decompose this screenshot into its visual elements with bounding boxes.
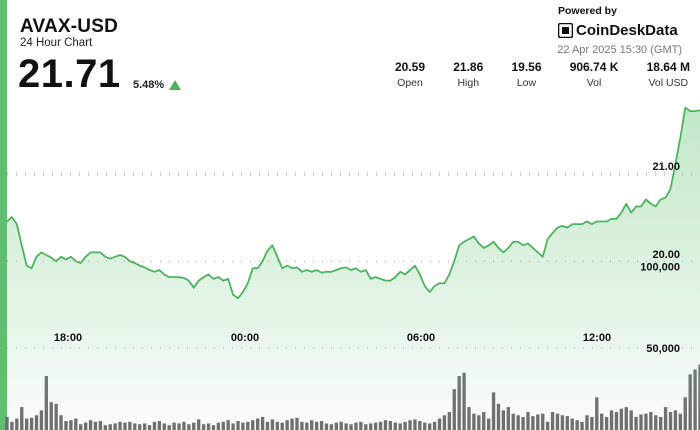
stat-label: Vol USD bbox=[648, 77, 689, 89]
stat-label: High bbox=[457, 77, 480, 89]
axis-labels: 18:00 00:00 06:00 12:00 21.00 20.00 50,000 100,… bbox=[54, 161, 680, 355]
stat-label: Open bbox=[397, 77, 423, 89]
stat-low: 19.56 Low bbox=[511, 60, 541, 89]
y-tick-label: 20.00 bbox=[652, 249, 680, 261]
stat-value: 20.59 bbox=[395, 60, 426, 74]
timestamp: 22 Apr 2025 15:30 (GMT) bbox=[557, 44, 682, 56]
x-tick-label: 06:00 bbox=[407, 332, 435, 344]
stat-value: 21.86 bbox=[453, 60, 484, 74]
chart-subtitle: 24 Hour Chart bbox=[20, 37, 93, 49]
stat-high: 21.86 High bbox=[453, 60, 483, 89]
stats-row: 20.59 Open 21.86 High 19.56 Low 906.74 K… bbox=[395, 60, 690, 89]
stat-label: Vol bbox=[586, 77, 602, 89]
stat-label: Low bbox=[516, 77, 537, 89]
price-change-percent: 5.48% bbox=[133, 79, 165, 91]
stat-volume-usd: 18.64 M Vol USD bbox=[647, 60, 690, 89]
coindesk-logo-icon bbox=[558, 23, 573, 38]
accent-bar bbox=[0, 0, 7, 430]
volume-tick-label: 100,000 bbox=[640, 261, 680, 273]
current-price: 21.71 bbox=[18, 52, 121, 96]
stat-volume: 906.74 K Vol bbox=[570, 60, 619, 89]
page-title: AVAX-USD bbox=[20, 16, 119, 37]
brand-logo[interactable]: CoinDeskData bbox=[558, 22, 678, 39]
stat-value: 18.64 M bbox=[646, 60, 690, 74]
y-tick-label: 21.00 bbox=[652, 161, 680, 173]
brand-name: CoinDeskData bbox=[576, 22, 678, 39]
x-tick-label: 12:00 bbox=[583, 332, 611, 344]
volume-tick-label: 50,000 bbox=[646, 343, 680, 355]
stat-value: 906.74 K bbox=[569, 60, 619, 74]
price-area bbox=[6, 106, 700, 430]
stat-value: 19.56 bbox=[511, 60, 542, 74]
price-area-fill bbox=[7, 107, 700, 430]
x-tick-label: 00:00 bbox=[231, 332, 259, 344]
x-tick-label: 18:00 bbox=[54, 332, 82, 344]
price-line bbox=[6, 106, 700, 300]
stat-open: 20.59 Open bbox=[395, 60, 425, 89]
powered-by-label: Powered by bbox=[558, 5, 617, 17]
up-arrow-icon bbox=[169, 80, 181, 90]
